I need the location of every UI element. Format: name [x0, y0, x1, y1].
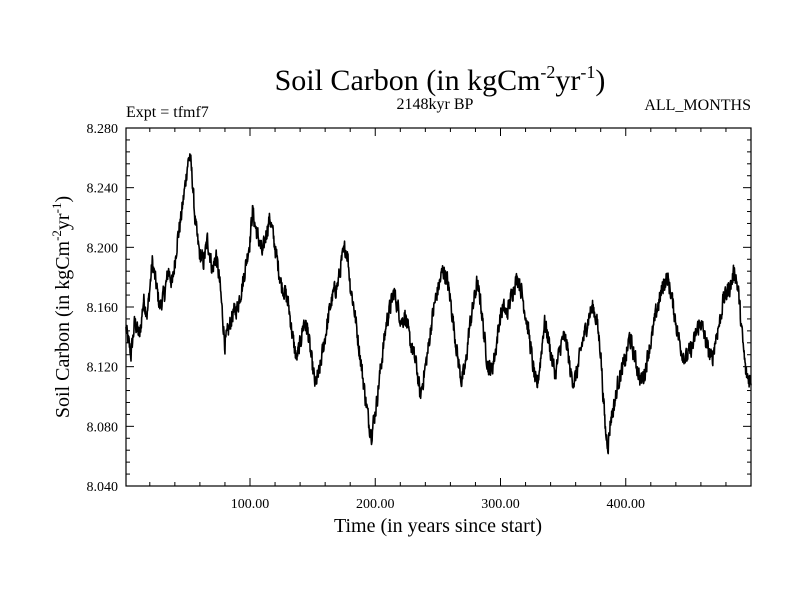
series-line-soil-carbon	[125, 153, 752, 455]
x-axis-ticks: 100.00 200.00 300.00 400.00	[149, 128, 727, 512]
y-axis-ticks: 8.040 8.080 8.120 8.160 8.200 8.240 8.280	[87, 122, 751, 495]
y-tick-label: 8.120	[87, 361, 119, 376]
y-tick-label: 8.280	[87, 122, 119, 137]
y-tick-label: 8.080	[87, 420, 119, 435]
x-tick-label: 400.00	[606, 497, 645, 512]
experiment-label: Expt = tfmf7	[126, 104, 209, 121]
y-tick-label: 8.160	[87, 301, 119, 316]
chart-subtitle: 2148kyr BP	[397, 96, 474, 113]
x-tick-label: 100.00	[231, 497, 270, 512]
y-tick-label: 8.200	[87, 241, 119, 256]
y-tick-label: 8.040	[87, 480, 119, 495]
x-tick-label: 300.00	[481, 497, 520, 512]
y-tick-label: 8.240	[87, 182, 119, 197]
months-label: ALL_MONTHS	[644, 97, 751, 114]
x-axis-label: Time (in years since start)	[334, 515, 542, 537]
y-axis-label: Soil Carbon (in kgCm-2yr-1)	[49, 196, 74, 418]
x-tick-label: 200.00	[356, 497, 395, 512]
chart-title: Soil Carbon (in kgCm-2yr-1)	[275, 62, 606, 97]
